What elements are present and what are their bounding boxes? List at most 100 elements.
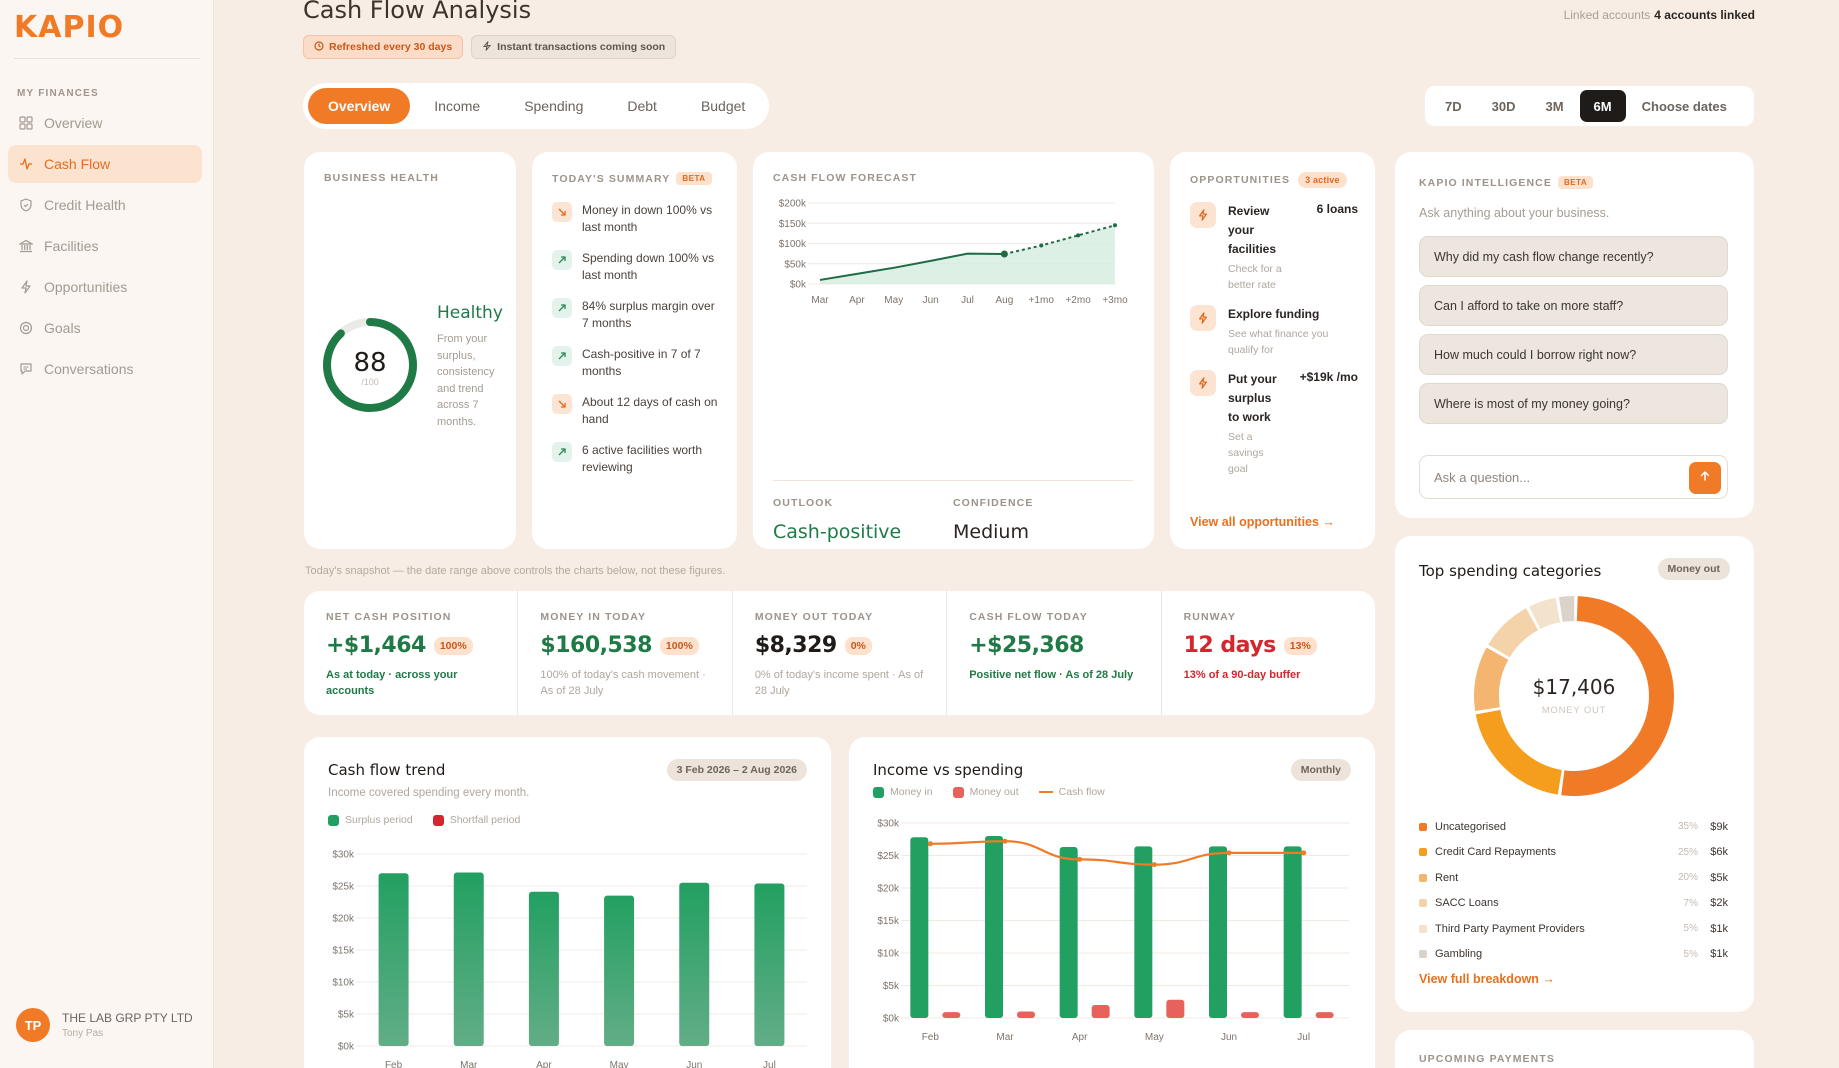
send-button[interactable] xyxy=(1689,462,1721,494)
card-label: UPCOMING PAYMENTS xyxy=(1419,1053,1555,1065)
app-logo[interactable]: KAPIO xyxy=(14,10,125,45)
y-tick-label: $15k xyxy=(332,946,355,957)
range-7d[interactable]: 7D xyxy=(1445,98,1462,114)
opportunity-item[interactable]: Put your surplus to work Set a savings go… xyxy=(1190,370,1358,477)
opportunity-item[interactable]: Explore funding See what finance you qual… xyxy=(1190,305,1358,358)
spending-total-label: MONEY OUT xyxy=(1541,705,1607,716)
chart-title: Income vs spending xyxy=(873,761,1024,779)
sidebar-item-credit-health[interactable]: Credit Health xyxy=(8,186,202,224)
ask-question-box xyxy=(1419,455,1728,499)
sidebar-item-facilities[interactable]: Facilities xyxy=(8,227,202,265)
trend-up-icon xyxy=(552,298,572,318)
view-full-breakdown-link[interactable]: View full breakdown → xyxy=(1419,972,1555,986)
x-tick-label: Apr xyxy=(1072,1032,1088,1043)
category-swatch xyxy=(1419,899,1427,908)
money-out-bar xyxy=(1017,1011,1035,1018)
avatar[interactable]: TP xyxy=(16,1008,50,1042)
health-score-max: /100 xyxy=(361,377,379,387)
category-amount: $1k xyxy=(1710,922,1728,935)
cash-flow-forecast-card: CASH FLOW FORECAST $0k $50k $100k $150k $200… xyxy=(753,152,1154,549)
opportunity-item[interactable]: Review your facilities Check for a better… xyxy=(1190,202,1358,293)
bolt-icon xyxy=(482,40,492,54)
view-all-opportunities-link[interactable]: View all opportunities → xyxy=(1190,515,1335,529)
date-range-chip[interactable]: 3 Feb 2026 – 2 Aug 2026 xyxy=(666,759,807,781)
arrow-up-icon xyxy=(1699,469,1711,487)
user-profile[interactable]: TP THE LAB GRP PTY LTD Tony Pas xyxy=(16,1008,193,1042)
range-3m[interactable]: 3M xyxy=(1545,98,1564,114)
kpi-runway: RUNWAY 12 days 13% 13% of a 90-day buffer xyxy=(1162,591,1375,715)
category-swatch xyxy=(1419,848,1427,857)
category-row[interactable]: SACC Loans 7% $2k xyxy=(1419,891,1728,917)
todays-summary-card: TODAY'S SUMMARY BETA Money in down 100% v… xyxy=(532,152,737,549)
suggested-question[interactable]: How much could I borrow right now? xyxy=(1419,334,1728,375)
bolt-icon xyxy=(1190,370,1216,396)
summary-item: Spending down 100% vs last month xyxy=(552,250,720,284)
trend-bar xyxy=(378,873,409,1046)
category-amount: $5k xyxy=(1710,871,1728,884)
linked-accounts[interactable]: Linked accounts 4 accounts linked xyxy=(1563,8,1755,22)
category-row[interactable]: Uncategorised 35% $9k xyxy=(1419,814,1728,840)
kpi-note: 13% of a 90-day buffer xyxy=(1183,669,1301,681)
money-in-bar xyxy=(1209,846,1227,1018)
sidebar-item-conversations[interactable]: Conversations xyxy=(8,350,202,388)
upcoming-payments-card: UPCOMING PAYMENTS xyxy=(1395,1030,1754,1068)
tab-income[interactable]: Income xyxy=(434,98,481,114)
category-row[interactable]: Credit Card Repayments 25% $6k xyxy=(1419,840,1728,866)
x-tick-label: May xyxy=(884,295,903,306)
category-percent: 7% xyxy=(1683,897,1698,909)
view-tabs: Overview Income Spending Debt Budget xyxy=(303,83,769,129)
card-label: KAPIO INTELLIGENCE BETA xyxy=(1419,176,1594,189)
trend-up-icon xyxy=(552,250,572,270)
tab-overview[interactable]: Overview xyxy=(308,88,411,124)
tab-spending[interactable]: Spending xyxy=(524,98,584,114)
kapio-intelligence-card: KAPIO INTELLIGENCE BETA Ask anything abou… xyxy=(1395,152,1754,518)
summary-item: 6 active facilities worth reviewing xyxy=(552,442,720,476)
tab-debt[interactable]: Debt xyxy=(627,98,657,114)
sidebar-item-cash-flow[interactable]: Cash Flow xyxy=(8,145,202,183)
category-row[interactable]: Rent 20% $5k xyxy=(1419,865,1728,891)
category-swatch xyxy=(1419,950,1427,959)
range-30d[interactable]: 30D xyxy=(1491,98,1516,114)
suggested-question[interactable]: Why did my cash flow change recently? xyxy=(1419,236,1728,277)
interval-chip[interactable]: Monthly xyxy=(1290,759,1351,781)
y-tick-label: $25k xyxy=(332,882,355,893)
money-out-chip[interactable]: Money out xyxy=(1657,558,1730,580)
clock-icon xyxy=(314,40,324,54)
actual-line xyxy=(819,252,1005,281)
x-tick-label: Jul xyxy=(961,295,974,306)
legend-money-out: Money out xyxy=(952,786,1019,798)
income-vs-spending-chart: $0k $5k $10k $15k $20k $25k $30k Feb Mar Apr May Ju… xyxy=(877,819,1349,1043)
legend-shortfall: Shortfall period xyxy=(432,814,520,826)
suggested-question[interactable]: Where is most of my money going? xyxy=(1419,383,1728,424)
sidebar-item-label: Overview xyxy=(44,115,103,131)
instant-transactions-badge: Instant transactions coming soon xyxy=(471,35,677,59)
user-company: THE LAB GRP PTY LTD xyxy=(62,1011,193,1025)
category-row[interactable]: Third Party Payment Providers 5% $1k xyxy=(1419,916,1728,942)
y-tick-label: $10k xyxy=(332,978,355,989)
sidebar-item-goals[interactable]: Goals xyxy=(8,309,202,347)
sidebar-item-overview[interactable]: Overview xyxy=(8,104,202,142)
shield-icon xyxy=(18,197,34,213)
ask-question-input[interactable] xyxy=(1420,469,1680,485)
y-tick-label: $10k xyxy=(877,949,900,960)
kpi-note: 0% of today's income spent · As of 28 Ju… xyxy=(754,669,924,697)
sidebar-item-opportunities[interactable]: Opportunities xyxy=(8,268,202,306)
suggested-question[interactable]: Can I afford to take on more staff? xyxy=(1419,285,1728,326)
cash-flow-point xyxy=(1301,850,1307,856)
x-tick-label: Mar xyxy=(460,1060,478,1068)
summary-list: Money in down 100% vs last month Spending… xyxy=(552,202,720,490)
choose-dates-button[interactable]: Choose dates xyxy=(1641,98,1727,114)
range-6m[interactable]: 6M xyxy=(1579,90,1626,122)
kpi-percent-pill: 13% xyxy=(1283,636,1317,655)
category-name: Rent xyxy=(1435,871,1459,884)
y-tick-label: $15k xyxy=(877,916,900,927)
y-tick-label: $200k xyxy=(779,199,807,210)
money-out-bar xyxy=(1241,1012,1259,1018)
category-row[interactable]: Gambling 5% $1k xyxy=(1419,942,1728,968)
trend-down-icon xyxy=(552,394,572,414)
tab-budget[interactable]: Budget xyxy=(700,98,746,114)
kpi-percent-pill: 100% xyxy=(659,636,699,655)
top-spending-card: Top spending categories Money out $17,40… xyxy=(1395,536,1754,1012)
income-vs-spending-card: Income vs spending Monthly Money in Mone… xyxy=(849,737,1375,1068)
forecast-point xyxy=(1113,223,1117,228)
